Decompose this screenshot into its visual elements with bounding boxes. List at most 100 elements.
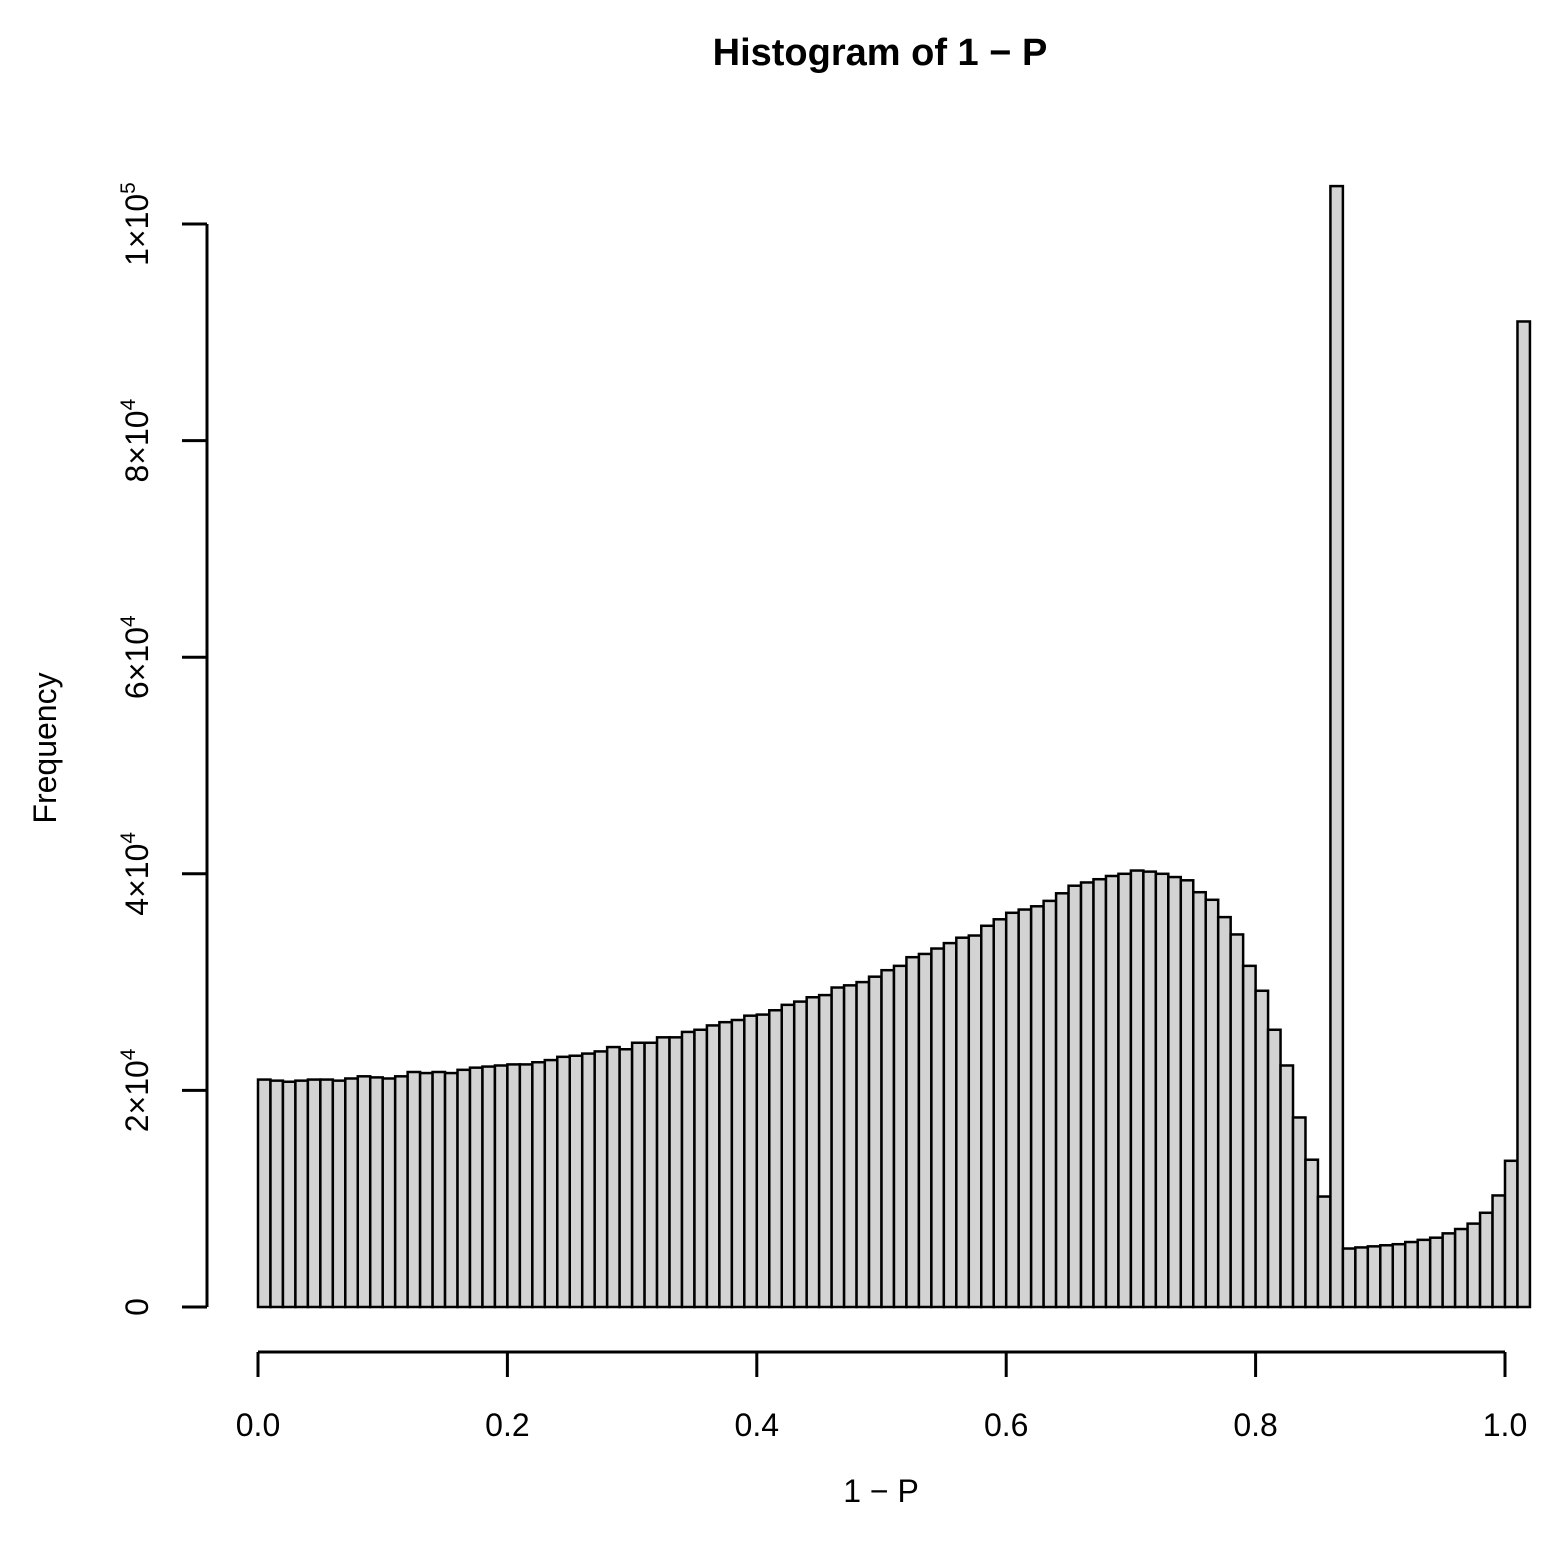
histogram-bar <box>1416 1238 1432 1309</box>
histogram-bar <box>892 964 908 1309</box>
histogram-bar <box>306 1078 322 1309</box>
histogram-bar <box>531 1060 547 1309</box>
y-tick-label: 2×104 <box>117 1048 155 1132</box>
histogram-bar <box>718 1020 734 1309</box>
x-tick-label: 0.8 <box>1233 1407 1277 1443</box>
x-tick-label: 1.0 <box>1483 1407 1527 1443</box>
histogram-bar <box>1042 899 1058 1309</box>
histogram-bar <box>294 1079 310 1309</box>
histogram-bar <box>431 1070 447 1309</box>
histogram-bar <box>1017 908 1033 1309</box>
histogram-bar <box>1379 1244 1395 1309</box>
histogram-bar <box>680 1030 696 1309</box>
y-axis-label: Frequency <box>27 672 63 823</box>
histogram-bar <box>281 1080 297 1309</box>
histogram-bars <box>256 184 1532 1309</box>
histogram-bar <box>1254 989 1270 1309</box>
histogram-bar <box>643 1041 659 1309</box>
histogram-bar <box>743 1014 759 1309</box>
histogram-bar <box>867 975 883 1309</box>
histogram-bar <box>992 918 1008 1309</box>
x-tick-label: 0.2 <box>485 1407 529 1443</box>
histogram-bar <box>556 1055 572 1309</box>
histogram-bar <box>1516 320 1532 1309</box>
y-tick-label: 4×104 <box>117 832 155 916</box>
histogram-bar <box>1142 870 1158 1309</box>
histogram-bar <box>1104 874 1120 1309</box>
histogram-bar <box>456 1068 472 1309</box>
histogram-bar <box>1403 1240 1419 1309</box>
histogram-bar <box>1229 933 1245 1309</box>
histogram-bar <box>1366 1245 1382 1309</box>
histogram-bar <box>1478 1211 1494 1309</box>
histogram-bar <box>393 1075 409 1309</box>
histogram-bar <box>493 1064 509 1309</box>
histogram-bar <box>1329 184 1345 1309</box>
histogram-bar <box>1129 869 1145 1309</box>
histogram-bar <box>1029 905 1045 1309</box>
histogram-bar <box>618 1048 634 1309</box>
y-tick-exponent: 4 <box>117 832 140 844</box>
histogram-bar <box>930 947 946 1309</box>
histogram-bar <box>1266 1028 1282 1309</box>
histogram-bar <box>1354 1246 1370 1309</box>
histogram-bar <box>755 1013 771 1309</box>
y-tick-mantissa: 6×10 <box>119 627 155 699</box>
histogram-bar <box>269 1079 285 1309</box>
histogram-bar <box>1192 890 1207 1309</box>
histogram-bar <box>855 980 871 1309</box>
y-tick-mantissa: 4×10 <box>119 844 155 916</box>
histogram-bar <box>381 1077 397 1309</box>
histogram-bar <box>418 1071 434 1309</box>
histogram-bar <box>842 984 858 1309</box>
histogram-bar <box>1204 898 1220 1309</box>
histogram-bar <box>1241 964 1257 1309</box>
histogram-bar <box>942 941 958 1309</box>
histogram-bar <box>1441 1232 1457 1309</box>
histogram-bar <box>905 955 921 1309</box>
x-tick-label: 0.6 <box>984 1407 1028 1443</box>
histogram-bar <box>406 1070 422 1309</box>
histogram-bar <box>768 1009 783 1309</box>
histogram-bar <box>468 1066 484 1309</box>
histogram-bar <box>319 1078 335 1309</box>
histogram-bar <box>1004 911 1020 1309</box>
y-tick-label: 8×104 <box>117 398 155 482</box>
histogram-bar <box>1291 1116 1307 1309</box>
y-tick-exponent: 5 <box>117 182 140 194</box>
histogram-bar <box>792 1000 808 1309</box>
histogram-bar <box>880 968 896 1309</box>
histogram-bar <box>543 1058 559 1309</box>
y-tick-exponent: 4 <box>117 398 140 410</box>
histogram-bar <box>368 1076 384 1309</box>
x-axis-ticks: 0.0 0.2 0.4 0.6 0.8 1.0 <box>236 1352 1527 1443</box>
histogram-bar <box>668 1036 684 1309</box>
histogram-bar <box>580 1052 596 1309</box>
histogram-bar <box>705 1024 721 1309</box>
histogram-bar <box>356 1075 372 1309</box>
y-tick-label: 1×105 <box>117 182 155 266</box>
histogram-bar <box>1179 879 1195 1309</box>
histogram-bar <box>1453 1227 1469 1309</box>
y-tick-label: 6×104 <box>117 615 155 699</box>
histogram-bar <box>331 1079 347 1309</box>
histogram-bar <box>1304 1158 1320 1309</box>
y-tick-label: 0 <box>119 1298 155 1316</box>
x-axis: 0.0 0.2 0.4 0.6 0.8 1.0 <box>236 1350 1527 1443</box>
histogram-bar <box>980 924 995 1309</box>
histogram-bar <box>518 1063 534 1309</box>
y-tick-mantissa: 2×10 <box>119 1060 155 1132</box>
y-tick-mantissa: 8×10 <box>119 410 155 482</box>
histogram-bar <box>967 934 983 1309</box>
chart-title: Histogram of 1 − P <box>713 32 1048 74</box>
histogram-bar <box>1491 1194 1507 1309</box>
x-axis-label: 1 − P <box>843 1473 919 1509</box>
histogram-bar <box>730 1018 746 1309</box>
histogram-bar <box>1154 872 1170 1309</box>
histogram-bar <box>1117 872 1133 1309</box>
histogram-bar <box>1054 892 1070 1309</box>
histogram-bar <box>1079 881 1095 1309</box>
